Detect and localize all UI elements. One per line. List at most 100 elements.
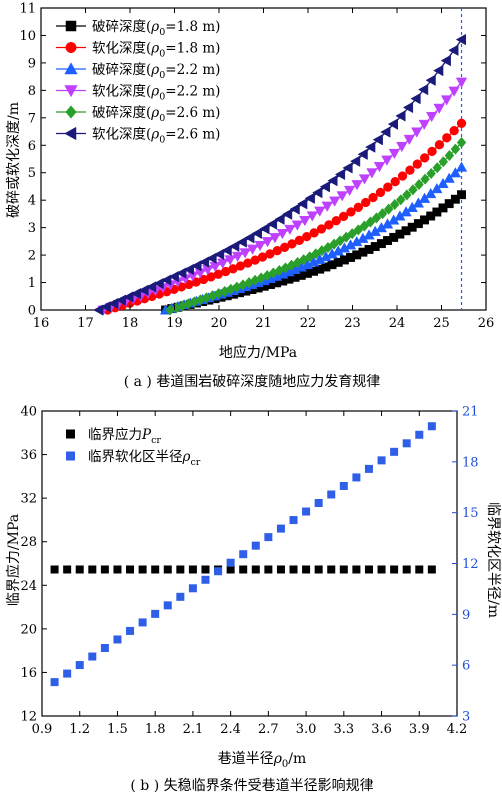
chart-a-data-point (395, 110, 406, 122)
chart-a-y-tick-label: 5 (28, 166, 36, 181)
chart-a-data-point (284, 224, 296, 236)
chart-a-data-point (405, 165, 415, 175)
chart-a-data-point (383, 203, 394, 215)
chart-a-y-tick-label: 6 (28, 139, 36, 154)
chart-a-data-point (347, 228, 358, 240)
chart-b-y2-tick-label: 21 (462, 405, 479, 420)
chart-a-y-tick-label: 8 (28, 84, 36, 99)
chart-a-data-point (383, 182, 393, 192)
chart-b-x-tick-label: 3.0 (296, 722, 317, 737)
chart-a-data-point (372, 134, 383, 146)
chart-b-legend-label-1: 临界软化区半径ρcr (88, 449, 201, 468)
chart-b-stress-point (201, 565, 210, 574)
chart-a-series-line (165, 166, 462, 311)
chart-a-data-point (338, 211, 349, 222)
chart-a-data-point (130, 287, 142, 300)
chart-a-data-point (426, 167, 436, 180)
chart-b-y-tick-label: 20 (20, 622, 37, 637)
chart-a-legend-label-0: 破碎深度(ρ0=1.8 m) (92, 19, 220, 38)
chart-a-y-tick-label: 1 (28, 276, 36, 291)
chart-b-stress-point (113, 565, 122, 574)
chart-a-data-point (328, 196, 341, 207)
chart-a-data-point (145, 281, 157, 293)
chart-a-series-4 (165, 136, 467, 316)
chart-b-stress-point (151, 565, 160, 574)
chart-b-x-ticks: 0.9 1.2 1.5 1.8 2.1 2.4 2.7 3.0 3.3 3.6 3.9 4.2 (32, 411, 468, 737)
chart-a-data-point (418, 119, 430, 131)
chart-a-data-point (302, 231, 312, 242)
chart-a-data-point (274, 213, 285, 225)
chart-a-y-tick-label: 10 (19, 29, 36, 44)
chart-b-y2-tick-label: 6 (462, 659, 470, 674)
chart-a-data-point (440, 54, 451, 67)
chart-a-data-point (244, 232, 255, 244)
chart-a-data-point (437, 177, 449, 189)
chart-a-data-point (450, 194, 460, 204)
chart-a-x-tick-label: 20 (211, 316, 228, 331)
chart-a-data-point (161, 274, 172, 286)
chart-a-data-point (449, 167, 462, 178)
chart-a-data-point (261, 237, 274, 248)
chart-a-data-point (411, 127, 423, 138)
chart-a-y-tick-label: 3 (28, 221, 36, 236)
chart-a-data-point (434, 140, 445, 150)
chart-a-x-tick-label: 21 (255, 316, 272, 331)
chart-a-data-point (353, 224, 364, 236)
chart-b-y-axis-label: 临界应力/MPa (5, 514, 22, 606)
chart-b-radius-point (327, 490, 336, 499)
chart-b-radius-point (289, 516, 298, 525)
chart-a-data-point (191, 260, 202, 272)
chart-a-data-point (371, 212, 382, 224)
chart-b-radius-point (251, 541, 260, 550)
chart-b-radius-point (88, 652, 97, 661)
chart-b-radius-point (390, 447, 399, 456)
chart-b-y-tick-label: 16 (20, 666, 37, 681)
chart-b-x-axis-label: 巷道半径ρ0/m (218, 751, 307, 770)
chart-b-x-tick-label: 4.2 (447, 722, 468, 737)
chart-a-data-point (324, 220, 334, 230)
chart-a-data-point (206, 252, 217, 264)
chart-b-y-tick-label: 32 (20, 492, 37, 507)
chart-b-radius-point (339, 481, 348, 490)
chart-b-radius-point (314, 499, 323, 508)
chart-b-caption: ( b ) 失稳临界条件受巷道半径影响规律 (130, 777, 373, 794)
chart-a-data-point (259, 223, 270, 235)
chart-a-data-point (281, 208, 293, 220)
chart-b-stress-point (302, 565, 311, 574)
chart-a-data-point (381, 155, 393, 166)
chart-a-data-point (138, 284, 149, 296)
chart-b-x-tick-label: 1.8 (145, 722, 166, 737)
chart-b-radius-point (113, 635, 122, 644)
chart-a-data-point (402, 189, 412, 201)
chart-b-radius-point (151, 609, 160, 618)
chart-a-data-point (455, 33, 466, 46)
chart-a-x-tick-label: 26 (478, 316, 495, 331)
chart-b-radius-point (427, 422, 436, 431)
chart-b-radius-point (75, 661, 84, 670)
chart-b-stress-point (176, 565, 185, 574)
chart-a-data-point (368, 192, 378, 203)
chart-b-y2-axis-label: 临界软化区半径/m (485, 502, 501, 618)
chart-b-radius-point (302, 507, 311, 516)
chart-a-data-point (198, 256, 210, 268)
chart-b-y-ticks: 12 16 20 24 28 32 36 40 (20, 405, 47, 725)
chart-a-data-point (396, 194, 406, 206)
chart-a-data-point (346, 207, 356, 217)
chart-a-data-point (420, 153, 430, 163)
chart-b-radius-point (226, 558, 235, 567)
chart-b-radius-point (402, 439, 411, 448)
chart-a-data-point (291, 220, 304, 231)
chart-a-data-point (168, 270, 179, 283)
chart-a-data-point (438, 156, 449, 168)
chart-a-data-point (389, 198, 400, 211)
chart-a-data-point (397, 171, 408, 181)
chart-a-y-ticks: 0 1 2 3 4 5 6 7 8 9 10 11 (19, 2, 486, 319)
chart-a-data-point (425, 111, 438, 123)
chart-a-x-tick-label: 23 (344, 316, 361, 331)
chart-a-caption: ( a ) 巷道围岩破碎深度随地应力发育规律 (124, 373, 381, 390)
chart-a-data-point (387, 118, 398, 130)
chart-b-x-tick-label: 3.6 (371, 722, 392, 737)
chart-a-data-point (440, 95, 453, 106)
chart-a-data-point (420, 173, 430, 185)
